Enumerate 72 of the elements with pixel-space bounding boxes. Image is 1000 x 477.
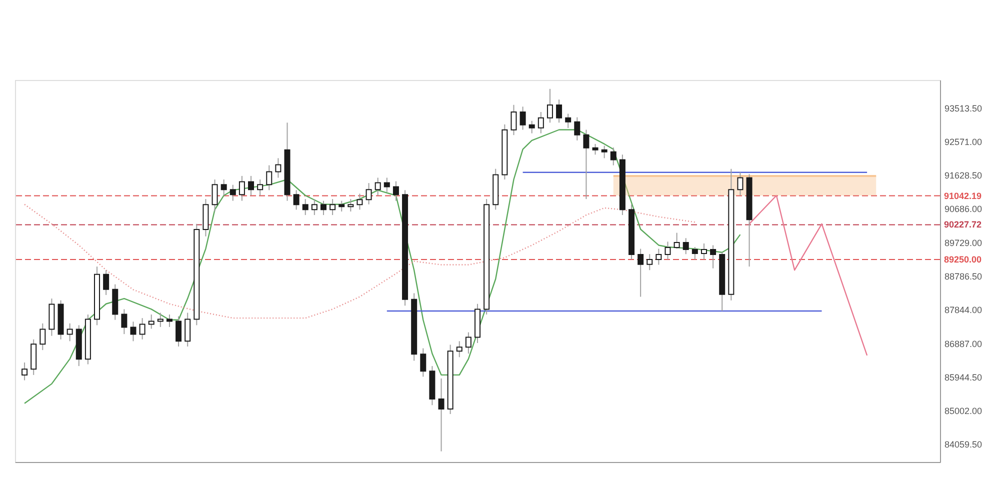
candlestick <box>700 242 707 260</box>
candlestick <box>710 244 716 269</box>
y-tick-label: 93513.50 <box>944 103 982 114</box>
candlestick <box>366 182 372 205</box>
y-tick-label: 87844.00 <box>944 304 982 315</box>
candlestick <box>103 270 110 296</box>
candlestick <box>293 190 300 210</box>
candlestick <box>420 348 426 378</box>
candlestick <box>356 193 363 210</box>
candlestick <box>510 104 517 136</box>
candlestick <box>22 362 28 381</box>
ref-line-label: 90227.72 <box>944 220 982 230</box>
candlestick <box>311 198 318 216</box>
candlestick <box>520 106 526 130</box>
candlestick <box>664 241 671 260</box>
candlestick <box>538 111 544 134</box>
candlestick <box>330 198 336 216</box>
candlestick <box>456 340 462 358</box>
candlestick <box>546 88 553 124</box>
candlestick <box>384 177 390 192</box>
candlestick <box>184 312 191 348</box>
candlestick <box>438 378 444 452</box>
candlestick <box>682 238 689 255</box>
candlestick <box>257 179 264 196</box>
candlestick <box>646 254 653 271</box>
y-tick-label: 86887.00 <box>944 338 982 349</box>
y-tick-label: 89729.00 <box>944 238 982 248</box>
candlestick <box>176 316 182 348</box>
candlestick <box>266 164 272 191</box>
candlestick <box>592 143 598 156</box>
candlestick <box>374 177 381 196</box>
candlestick <box>130 321 136 342</box>
candlestick <box>230 184 236 202</box>
candlestick <box>528 120 535 134</box>
candlestick <box>139 318 146 340</box>
candlestick <box>338 200 345 212</box>
candlestick <box>692 246 698 260</box>
candlestick <box>638 248 644 298</box>
candlestick <box>610 147 616 166</box>
y-tick-label: 90686.00 <box>944 204 982 214</box>
candlestick <box>574 116 580 141</box>
candlestick <box>656 248 662 266</box>
y-tick-label: 88786.50 <box>944 271 982 282</box>
candlestick <box>148 314 154 330</box>
candlestick <box>275 158 282 178</box>
candlestick <box>238 175 245 202</box>
candlestick <box>66 322 73 342</box>
candlestick <box>565 113 572 128</box>
candlestick <box>121 308 128 335</box>
candlestick <box>302 198 308 216</box>
line-series <box>24 204 696 319</box>
candlestick <box>220 179 227 196</box>
candlestick <box>601 145 608 159</box>
ref-line-label: 89250.00 <box>944 254 982 264</box>
ref-line-label: 91042.19 <box>944 190 982 201</box>
candlestick <box>212 179 218 212</box>
y-tick-label: 85944.50 <box>944 372 982 382</box>
candlestick <box>320 200 326 216</box>
candlestick <box>248 175 254 196</box>
candlestick <box>348 198 354 212</box>
candlestick <box>40 322 46 351</box>
y-tick-label: 92571.00 <box>944 136 982 147</box>
candlestick <box>465 332 472 354</box>
candlestick <box>556 99 562 124</box>
line-series <box>748 194 868 356</box>
y-tick-label: 91628.50 <box>944 170 982 180</box>
y-tick-label: 84059.50 <box>944 439 982 450</box>
y-tick-label: 85002.00 <box>944 406 982 416</box>
candlestick <box>674 232 680 250</box>
candlestick <box>392 180 399 202</box>
candlestick <box>583 129 590 200</box>
candlestick <box>737 172 744 196</box>
